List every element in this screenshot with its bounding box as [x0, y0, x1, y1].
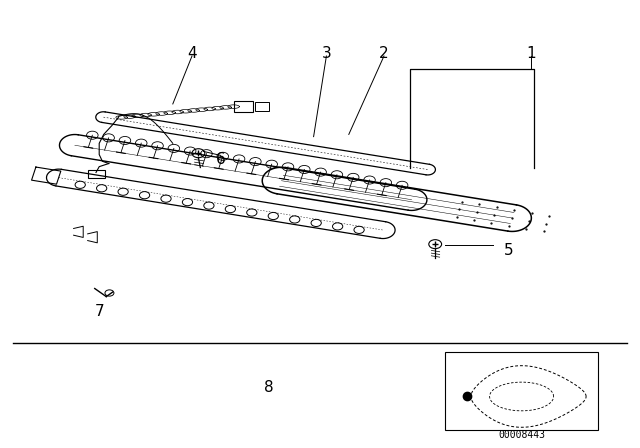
Text: 5: 5	[504, 243, 514, 258]
Text: 00008443: 00008443	[498, 430, 545, 439]
Text: 7: 7	[94, 304, 104, 319]
Text: 6: 6	[216, 151, 226, 167]
Bar	[445, 352, 598, 430]
Text: 2: 2	[379, 46, 389, 61]
Text: 1: 1	[526, 46, 536, 61]
Text: 4: 4	[187, 46, 197, 61]
Text: 8: 8	[264, 380, 274, 395]
Text: 3: 3	[321, 46, 332, 61]
